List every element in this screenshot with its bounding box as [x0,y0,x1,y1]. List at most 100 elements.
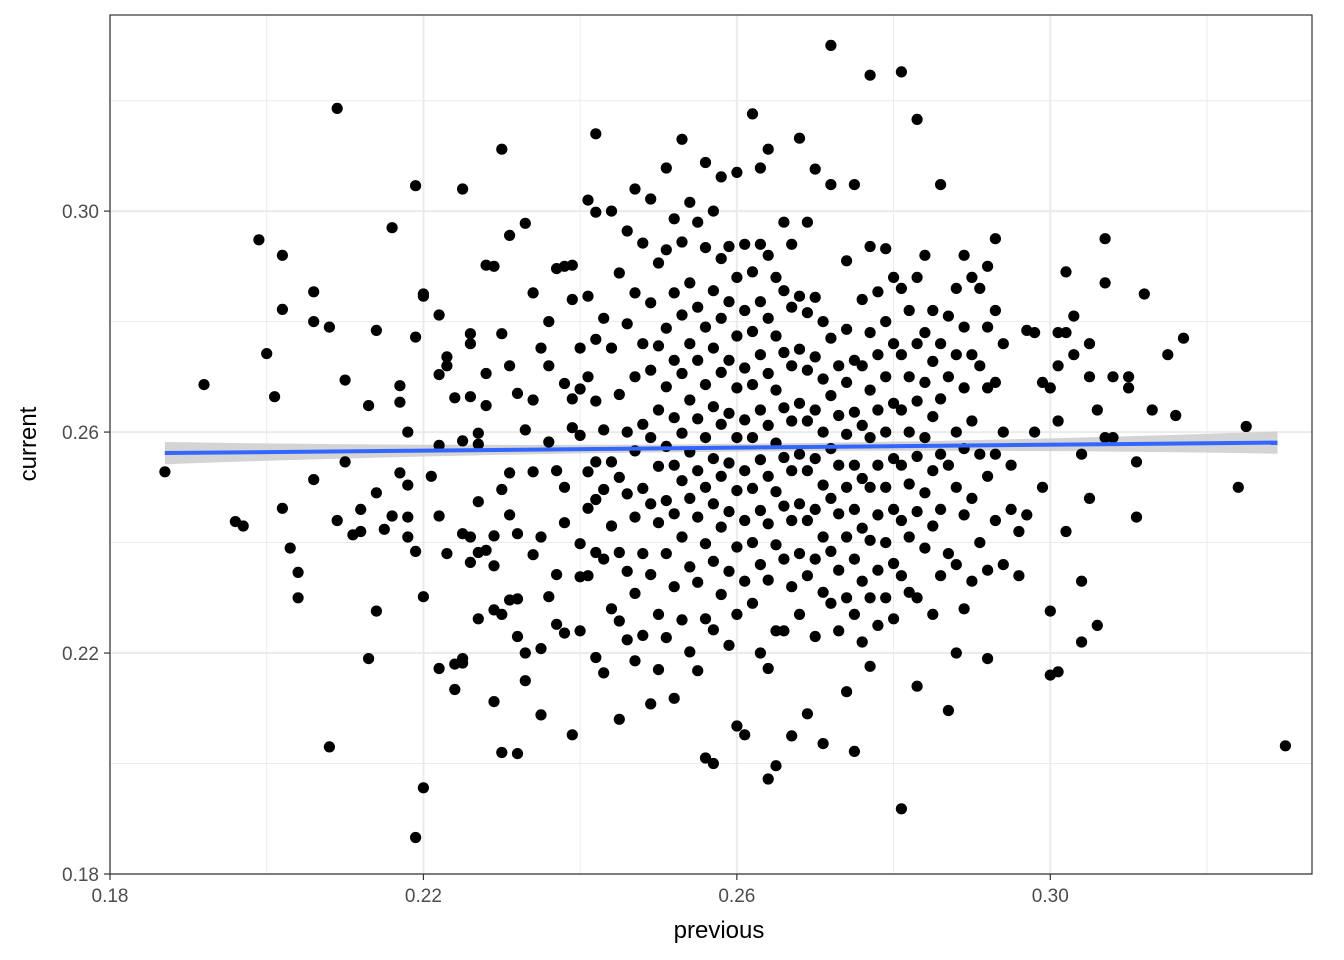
data-point [496,608,508,621]
data-point [911,271,923,283]
data-point [605,603,618,615]
data-point [504,360,516,372]
data-point [770,539,782,551]
data-point [707,555,720,567]
data-point [582,194,594,206]
data-point [809,291,821,303]
data-point [261,348,273,360]
data-point [1232,481,1244,493]
data-point [778,553,790,565]
data-point [276,249,288,261]
data-point [989,233,1002,245]
data-point [402,511,414,523]
data-point [574,538,586,550]
data-point [527,394,539,406]
data-point [394,396,406,408]
data-point [582,466,594,478]
data-point [762,249,774,261]
data-point [684,277,696,289]
data-point [793,132,806,144]
data-point [880,316,892,328]
data-point [801,415,814,427]
data-point [566,729,578,741]
data-point [566,393,578,405]
data-point [974,537,986,549]
data-point [676,531,688,543]
data-point [417,782,429,794]
data-point [1052,360,1064,372]
data-point [276,303,288,315]
data-point [833,625,845,637]
data-point [989,304,1002,317]
data-point [410,545,422,558]
data-point [676,133,688,145]
data-point [692,511,704,523]
data-point [754,404,767,416]
data-point [621,225,633,237]
data-point [668,508,680,520]
data-point [723,407,735,419]
data-point [543,316,555,328]
data-point [872,509,884,521]
data-point [723,240,735,253]
data-point [652,257,665,269]
data-point [801,708,814,720]
data-point [652,340,665,352]
data-point [919,487,931,499]
data-point [590,546,602,559]
data-point [880,592,892,604]
data-point [715,366,727,378]
data-point [652,404,665,416]
data-point [809,163,821,175]
data-point [394,380,406,392]
data-point [511,387,524,399]
data-point [793,448,806,460]
y-tick-label: 0.22 [62,644,99,665]
data-point [480,400,492,412]
data-point [386,510,398,522]
data-point [841,255,853,267]
data-point [895,459,908,471]
data-point [425,470,437,482]
data-point [707,498,720,510]
data-point [723,457,735,469]
data-point [1107,371,1119,383]
data-point [966,575,978,587]
data-point [856,472,868,485]
data-point [903,304,915,317]
data-point [574,383,586,395]
data-point [637,418,649,430]
data-point [997,559,1009,571]
data-point [942,548,955,560]
data-point [715,588,727,601]
data-point [731,330,743,342]
data-point [590,456,602,468]
data-point [1036,376,1049,388]
data-point [895,404,908,416]
data-point [950,349,962,361]
data-point [746,266,759,278]
data-point [551,465,563,477]
data-point [590,651,602,664]
data-point [982,321,994,333]
data-point [848,503,861,515]
data-point [833,459,845,471]
data-point [1130,511,1143,523]
data-point [770,625,782,637]
data-point [762,518,774,530]
data-point [551,569,563,581]
data-point [895,514,908,527]
data-point [880,537,892,549]
data-point [668,459,680,471]
data-point [292,566,304,579]
data-point [778,500,790,512]
data-point [543,436,555,448]
data-point [308,286,320,298]
data-point [817,479,829,491]
points-layer [159,39,1291,844]
data-point [535,342,547,354]
data-point [1013,570,1025,582]
data-point [762,367,774,380]
data-point [746,325,759,338]
